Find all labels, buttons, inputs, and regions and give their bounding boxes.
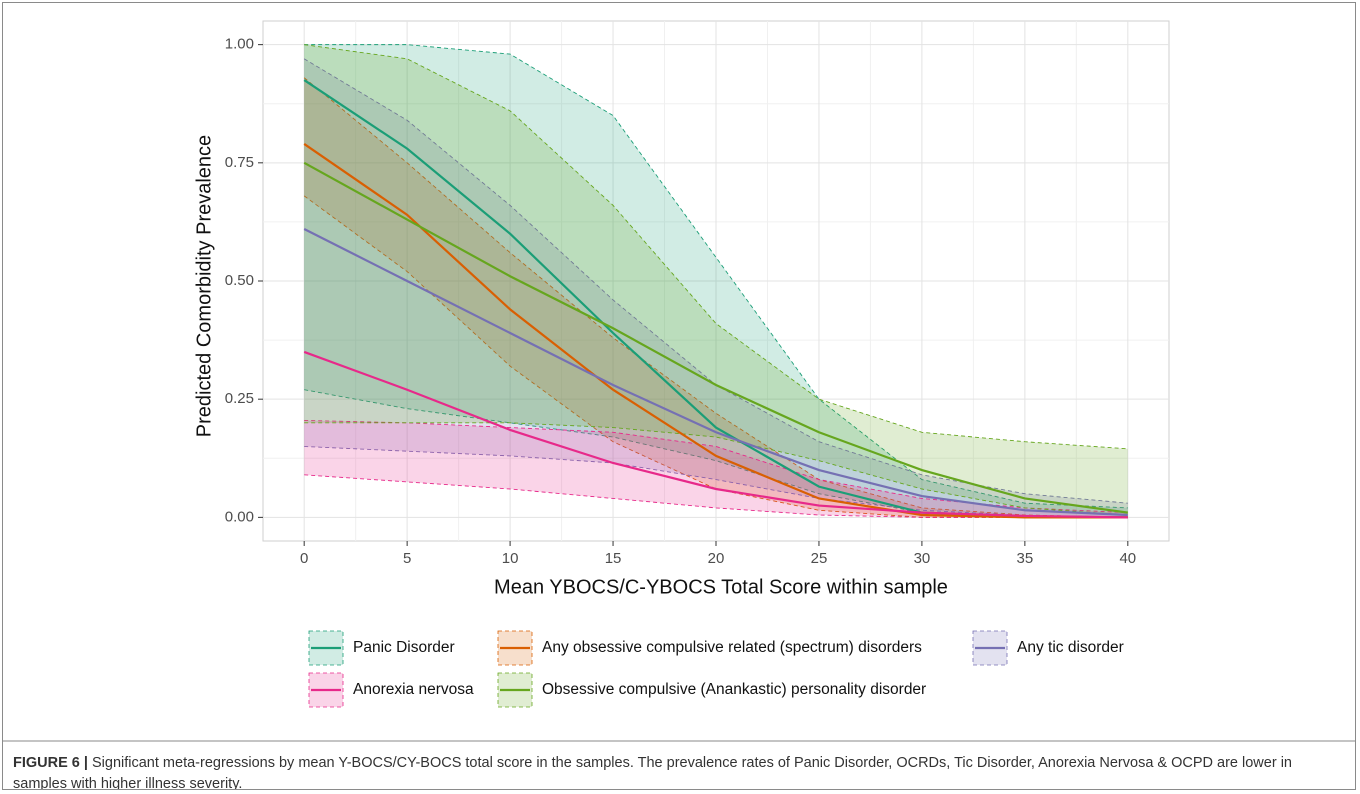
caption-label: FIGURE 6 | [13, 755, 88, 771]
x-tick-label: 0 [300, 550, 308, 567]
x-axis-title: Mean YBOCS/C-YBOCS Total Score within sa… [494, 576, 948, 598]
x-tick-label: 10 [502, 550, 519, 567]
band-upper [303, 77, 1128, 518]
caption-text: Significant meta-regressions by mean Y-B… [13, 755, 1292, 790]
x-tick-label: 35 [1017, 550, 1034, 567]
band-lower [304, 422, 1128, 516]
confidence-band [304, 77, 1128, 518]
x-tick-label: 15 [605, 550, 622, 567]
y-tick-label: 1.00 [225, 36, 254, 53]
caption: FIGURE 6 | Significant meta-regressions … [13, 753, 1333, 790]
legend-label: Anorexia nervosa [353, 681, 474, 698]
confidence-band [304, 44, 1128, 516]
confidence-band [304, 420, 1128, 518]
series-line [303, 350, 1128, 519]
x-tick-label: 40 [1119, 550, 1136, 567]
band-lower [304, 446, 1128, 518]
series-line [303, 228, 1128, 517]
y-tick-label: 0.75 [225, 154, 254, 171]
chart: Mean YBOCS/C-YBOCS Total Score within sa… [3, 20, 1355, 742]
x-tick-label: 30 [914, 550, 931, 567]
y-tick-label: 0.25 [225, 390, 254, 407]
legend-label: Obsessive compulsive (Anankastic) person… [542, 681, 926, 698]
series-line [303, 161, 1128, 514]
x-tick-label: 5 [403, 550, 411, 567]
legend-label: Any obsessive compulsive related (spectr… [542, 639, 922, 656]
legend-label: Panic Disorder [353, 639, 455, 656]
y-tick-label: 0.00 [225, 508, 254, 525]
x-tick-label: 20 [708, 550, 725, 567]
legend-label: Any tic disorder [1017, 639, 1124, 656]
y-axis-title: Predicted Comorbidity Prevalence [193, 135, 215, 437]
confidence-band [304, 58, 1128, 518]
confidence-band [304, 44, 1128, 518]
series-line [303, 143, 1128, 519]
band-upper [304, 44, 1128, 509]
y-tick-label: 0.50 [225, 272, 254, 289]
band-upper [304, 44, 1128, 450]
x-tick-label: 25 [811, 550, 828, 567]
